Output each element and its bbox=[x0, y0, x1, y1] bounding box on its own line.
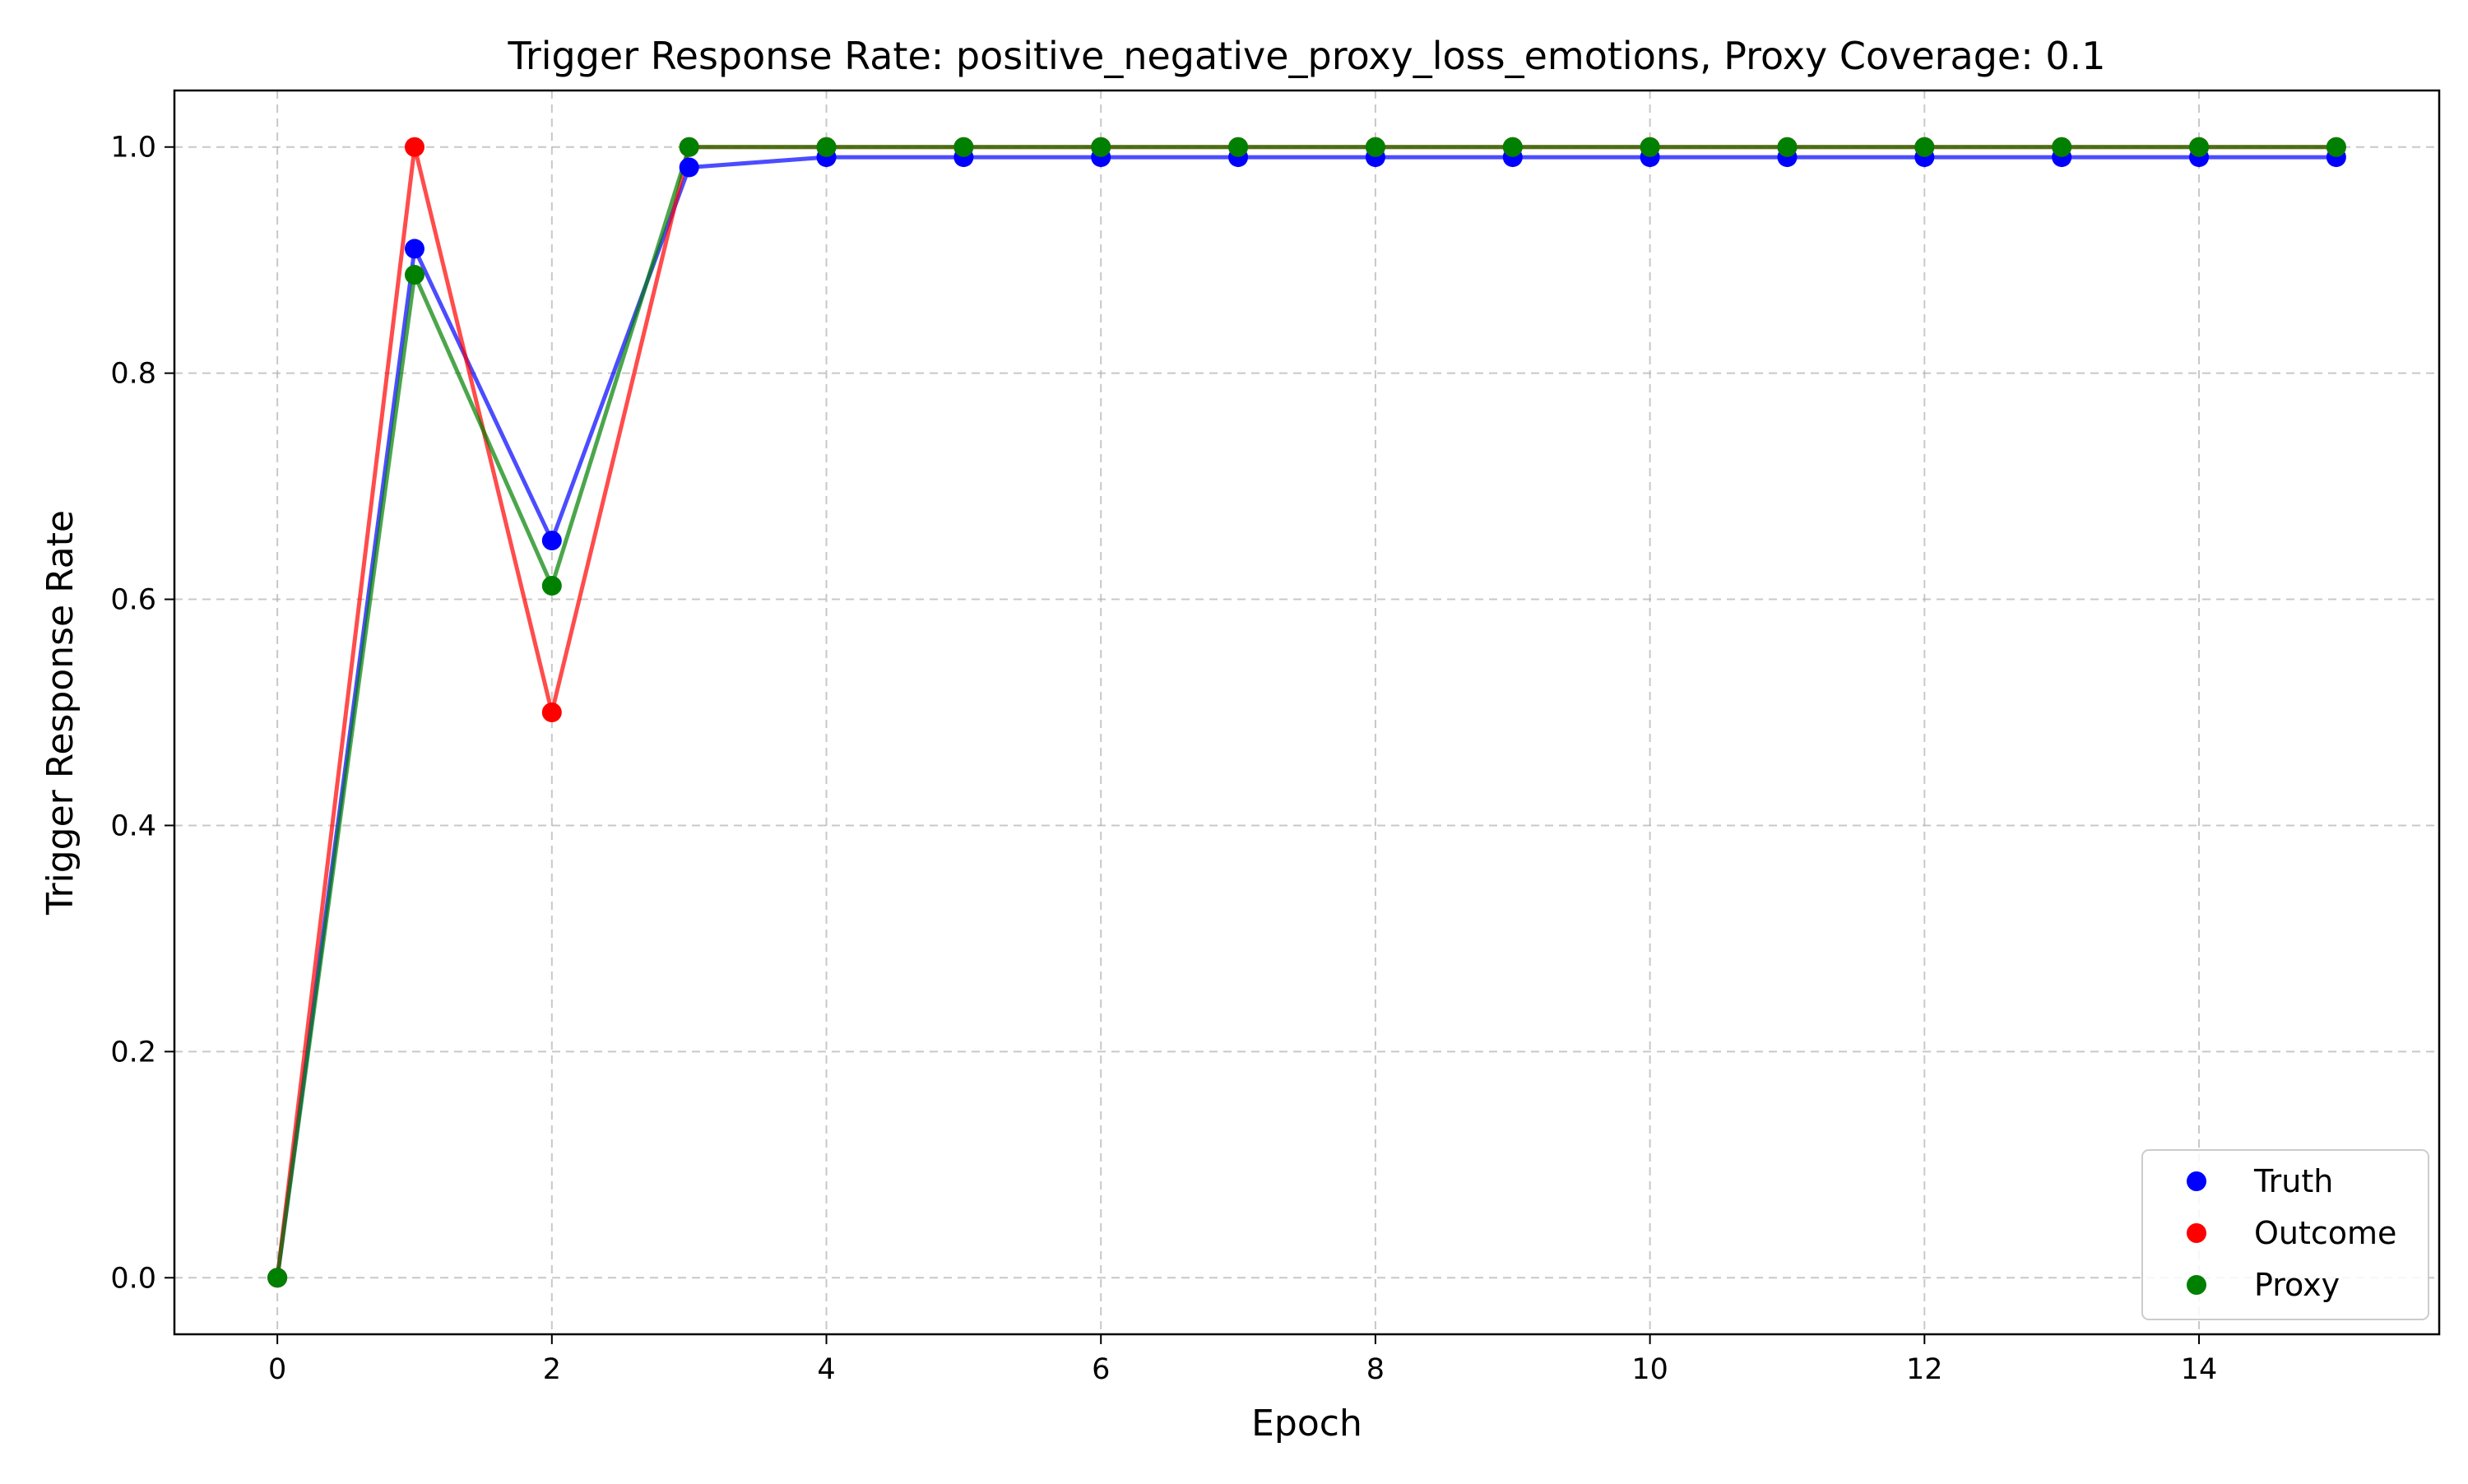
series-line-truth bbox=[275, 155, 2336, 1278]
x-tick-label: 12 bbox=[1906, 1353, 1943, 1386]
legend-marker-truth bbox=[2187, 1171, 2206, 1191]
data-point-proxy bbox=[404, 265, 424, 285]
legend-label-outcome: Outcome bbox=[2254, 1215, 2396, 1251]
data-point-proxy bbox=[679, 137, 699, 157]
legend: Truth Outcome Proxy bbox=[2141, 1149, 2429, 1320]
x-tick-label: 2 bbox=[543, 1353, 561, 1386]
y-tick-label: 0.0 bbox=[110, 1262, 156, 1295]
data-point-proxy bbox=[2326, 137, 2346, 157]
legend-marker-proxy bbox=[2187, 1275, 2206, 1295]
data-point-outcome bbox=[404, 137, 424, 157]
data-point-proxy bbox=[2189, 137, 2210, 157]
data-point-proxy bbox=[953, 137, 974, 157]
data-point-truth bbox=[404, 239, 424, 259]
data-point-proxy bbox=[2052, 137, 2072, 157]
data-point-proxy bbox=[816, 137, 837, 157]
y-tick-label: 0.6 bbox=[110, 584, 156, 617]
ticks: 0 2 4 6 8 10 12 14 0.0 0.2 0.4 0.6 0.8 1.0 bbox=[110, 132, 2217, 1386]
y-tick-label: 0.4 bbox=[110, 809, 156, 842]
data-point-proxy bbox=[1777, 137, 1798, 157]
y-axis-label: Trigger Response Rate bbox=[39, 510, 81, 916]
data-point-proxy bbox=[1502, 137, 1523, 157]
x-tick-label: 4 bbox=[817, 1353, 835, 1386]
data-point-truth bbox=[679, 157, 699, 178]
legend-marker-outcome bbox=[2187, 1223, 2206, 1243]
data-point-proxy bbox=[1228, 137, 1249, 157]
x-tick-label: 6 bbox=[1092, 1353, 1110, 1386]
x-tick-label: 0 bbox=[268, 1353, 286, 1386]
x-tick-label: 10 bbox=[1631, 1353, 1668, 1386]
x-tick-label: 8 bbox=[1366, 1353, 1385, 1386]
series-line-proxy bbox=[275, 145, 2336, 1278]
chart-title: Trigger Response Rate: positive_negative… bbox=[507, 34, 2105, 78]
legend-label-truth: Truth bbox=[2253, 1163, 2333, 1199]
legend-box bbox=[2141, 1149, 2429, 1320]
data-point-outcome bbox=[541, 703, 562, 722]
y-tick-label: 0.2 bbox=[110, 1036, 156, 1069]
data-point-proxy bbox=[1091, 137, 1111, 157]
x-axis-label: Epoch bbox=[1251, 1403, 1362, 1445]
legend-label-proxy: Proxy bbox=[2254, 1267, 2340, 1303]
series-layer bbox=[267, 137, 2346, 1288]
data-point-proxy bbox=[267, 1268, 288, 1288]
x-tick-label: 14 bbox=[2181, 1353, 2218, 1386]
data-point-proxy bbox=[541, 576, 562, 596]
data-point-proxy bbox=[1365, 137, 1385, 157]
plot-frame bbox=[173, 89, 2441, 1336]
data-point-truth bbox=[541, 531, 562, 551]
y-tick-label: 0.8 bbox=[110, 358, 156, 391]
y-tick-label: 1.0 bbox=[110, 132, 156, 165]
data-point-proxy bbox=[1914, 137, 1935, 157]
data-point-proxy bbox=[1640, 137, 1660, 157]
